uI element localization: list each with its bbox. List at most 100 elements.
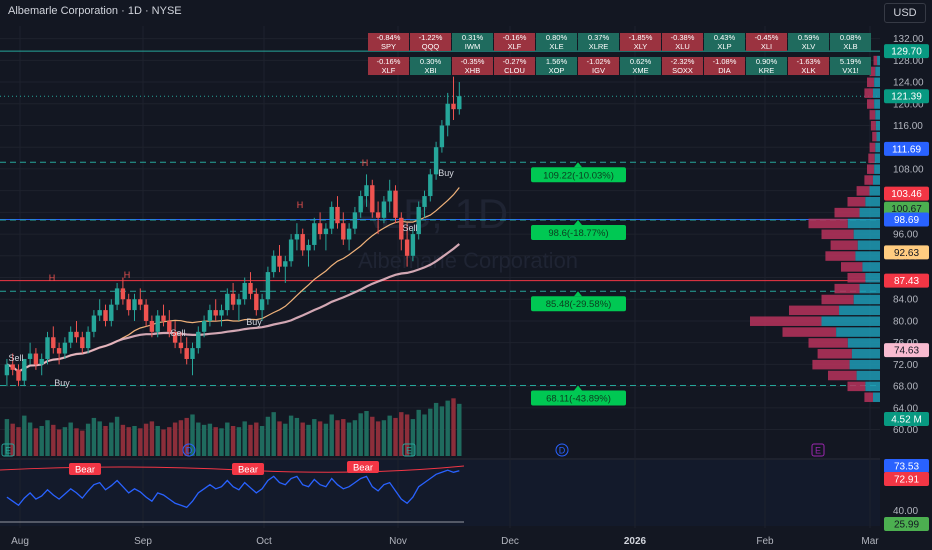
volume-bar [85,423,91,456]
candle-body [126,299,131,311]
volume-bar [271,412,276,456]
volume-bar [381,420,387,456]
ticker-tile-xbi[interactable]: 0.30% XBI [410,57,451,75]
target-level-label: 85.48(-29.58%) [546,299,611,310]
ticker-tile-qqq[interactable]: -1.22% QQQ [410,33,451,51]
price-tag-label: 129.70 [891,47,922,58]
ticker-tile-xme[interactable]: 0.62% XME [620,57,661,75]
ticker-tile-spy[interactable]: -0.84% SPY [368,33,409,51]
ticker-symbol: XOP [548,65,565,75]
price-tag-box [884,201,929,216]
volume-bar [172,422,178,456]
x-axis-label: 2026 [624,536,647,547]
candle-body [91,315,97,332]
price-tag-box [884,44,929,59]
volume-profile-bar [812,359,850,370]
candle-body [335,206,340,224]
x-axis-label: Feb [756,536,774,547]
ticker-tile-xlv[interactable]: 0.59% XLV [788,33,829,51]
candle-body [358,196,363,213]
ticker-tile-clou[interactable]: -0.27% CLOU [494,57,535,75]
candle-body [259,299,265,311]
volume-profile-bar [862,262,880,272]
candle-body [155,315,160,332]
volume-bar [451,398,456,456]
candle-body [33,353,39,365]
ticker-tile-xlf[interactable]: -0.16% XLF [368,57,409,75]
volume-bar [4,419,10,456]
volume-profile-bar [868,153,875,164]
ticker-symbol: SOXX [672,65,693,75]
pivot-high-label: H [124,270,131,280]
ticker-tile-xle[interactable]: 0.80% XLE [536,33,577,51]
volume-profile-bar [782,327,837,337]
ticker-symbol: KRE [758,65,775,75]
ticker-tile-xlf[interactable]: -0.16% XLF [494,33,535,51]
volume-bar [248,424,253,456]
ticker-tile-xlu[interactable]: -0.38% XLU [662,33,703,51]
volume-bar [306,424,311,456]
ticker-symbol: XME [632,65,649,75]
volume-bar [254,422,259,456]
candle-body [103,310,108,321]
x-axis-label: Nov [389,536,407,547]
pivot-high-label: H [297,200,304,210]
candle-body [416,206,421,235]
ticker-symbol: XLE [549,41,564,51]
ticker-symbol: XLV [801,41,816,51]
volume-profile-bar [847,197,866,207]
candle-body [172,331,178,343]
ticker-tile-dia[interactable]: -1.08% DIA [704,57,745,75]
volume-bar [219,428,224,456]
volume-bar [323,423,329,456]
symbol-title[interactable]: Albemarle Corporation · 1D · NYSE [8,5,182,17]
ticker-tile-igv[interactable]: -1.02% IGV [578,57,619,75]
volume-profile-bar [875,142,880,153]
volume-bar [352,420,358,456]
event-marker-label: D [559,446,566,456]
ticker-tile-xlp[interactable]: 0.43% XLP [704,33,745,51]
volume-profile-bar [839,305,880,316]
volume-profile-bar [825,251,856,261]
ticker-tile-soxx[interactable]: -2.32% SOXX [662,57,703,75]
volume-profile-bar [821,316,880,326]
ticker-tile-vx1[interactable]: 5.19% VX1! [830,57,871,75]
volume-bar [364,411,369,456]
ticker-tile-xlre[interactable]: 0.37% XLRE [578,33,619,51]
volume-bar [457,403,462,456]
ticker-tile-xlk[interactable]: -1.63% XLK [788,57,829,75]
volume-bar [196,422,201,456]
volume-profile-bar [872,88,880,98]
ticker-tile-xli[interactable]: -0.45% XLI [746,33,787,51]
candle-body [16,369,21,381]
y-axis-label: 116.00 [893,121,923,132]
x-axis-label: Sep [134,536,152,547]
candle-body [85,331,91,349]
volume-profile-bar [874,77,880,88]
ticker-tile-kre[interactable]: 0.90% KRE [746,57,787,75]
ticker-tile-xhb[interactable]: -0.35% XHB [452,57,493,75]
currency-button[interactable]: USD [884,3,926,23]
candle-body [381,201,387,218]
volume-profile-bar [851,349,880,359]
candle-body [22,358,27,381]
volume-bar [201,424,207,456]
candle-body [80,337,85,349]
ticker-tile-xly[interactable]: -1.85% XLY [620,33,661,51]
volume-bar [242,421,247,456]
volume-profile-bar [817,349,852,359]
ticker-change: -1.63% [796,57,821,66]
ticker-tile-iwm[interactable]: 0.31% IWM [452,33,493,51]
candle-body [300,234,305,251]
candle-body [393,190,398,218]
candle-body [97,310,102,316]
ticker-tile-xlb[interactable]: 0.08% XLB [830,33,871,51]
volume-profile-bar [874,153,880,164]
ticker-change: 5.19% [839,57,862,66]
target-level-pointer [574,385,582,391]
volume-profile-bar [875,66,880,77]
ticker-tile-xop[interactable]: 1.56% XOP [536,57,577,75]
volume-bar [225,422,230,456]
volume-profile-bar [859,207,880,218]
